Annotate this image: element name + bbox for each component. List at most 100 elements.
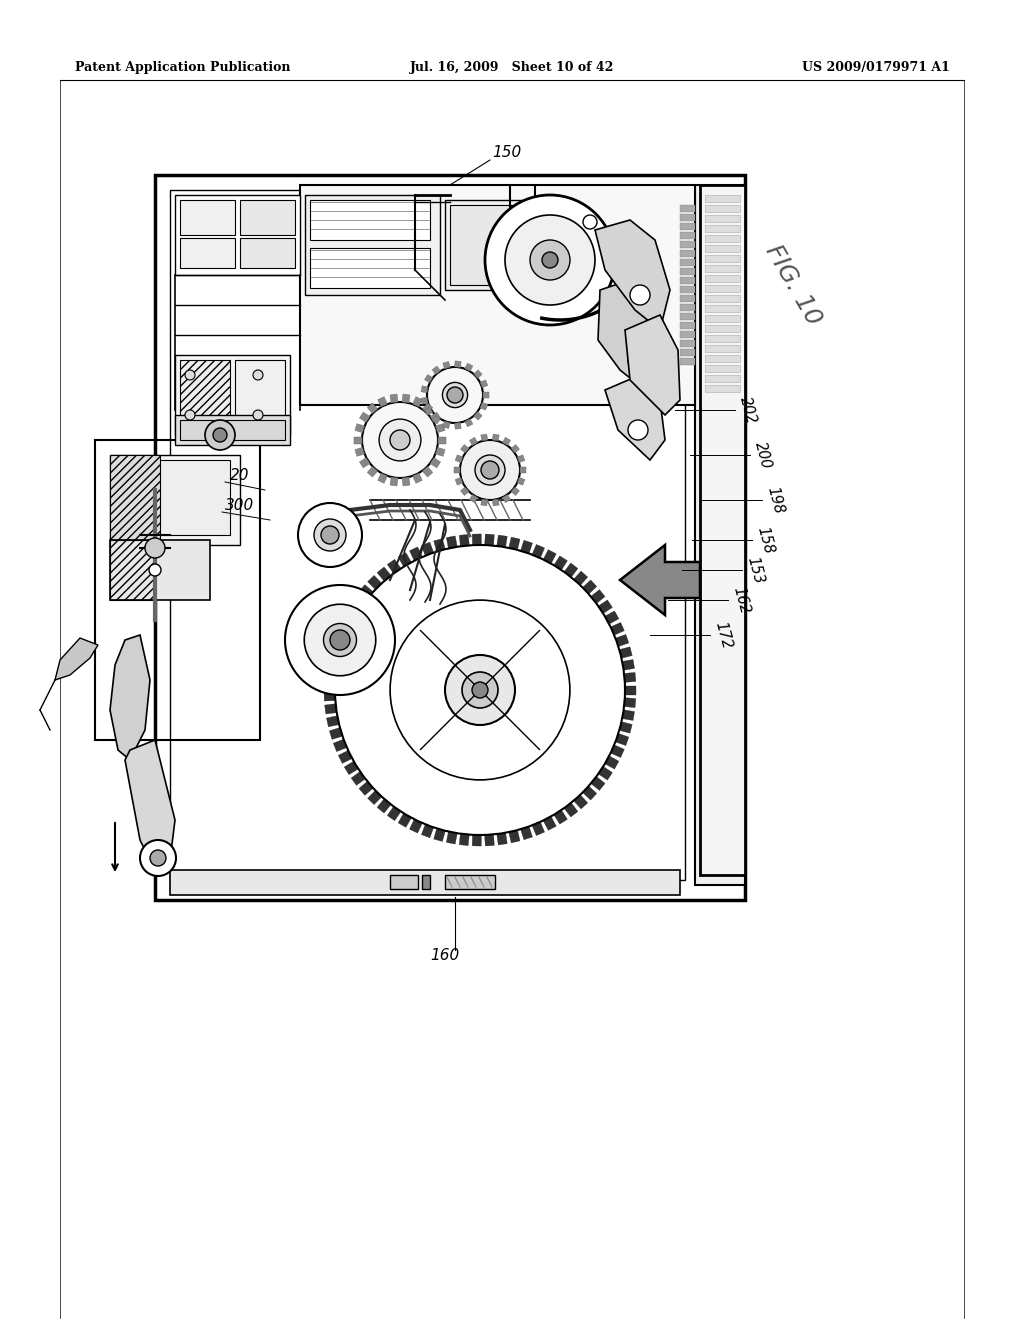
Bar <box>705 355 740 362</box>
Text: 300: 300 <box>225 498 254 513</box>
Bar <box>680 358 695 366</box>
Text: US 2009/0179971 A1: US 2009/0179971 A1 <box>802 62 950 74</box>
Polygon shape <box>573 795 588 809</box>
Circle shape <box>505 215 595 305</box>
Polygon shape <box>465 418 473 426</box>
Polygon shape <box>493 499 500 506</box>
Text: 202: 202 <box>737 395 759 425</box>
Bar <box>705 294 740 302</box>
Polygon shape <box>442 362 451 368</box>
Bar <box>110 455 160 545</box>
Text: Jul. 16, 2009   Sheet 10 of 42: Jul. 16, 2009 Sheet 10 of 42 <box>410 62 614 74</box>
Polygon shape <box>368 403 378 413</box>
Text: 153: 153 <box>744 554 766 585</box>
Bar <box>705 345 740 352</box>
Bar <box>705 215 740 222</box>
Polygon shape <box>351 595 366 609</box>
Polygon shape <box>461 487 469 495</box>
Polygon shape <box>474 412 482 420</box>
Circle shape <box>481 461 499 479</box>
Polygon shape <box>623 710 635 721</box>
Polygon shape <box>325 667 337 676</box>
Polygon shape <box>432 416 440 424</box>
Polygon shape <box>598 599 612 614</box>
Polygon shape <box>455 422 461 429</box>
Polygon shape <box>327 653 339 664</box>
Polygon shape <box>520 467 526 473</box>
Polygon shape <box>359 412 370 422</box>
Polygon shape <box>55 638 98 680</box>
Polygon shape <box>591 776 605 791</box>
Polygon shape <box>620 647 632 659</box>
Circle shape <box>145 539 165 558</box>
Polygon shape <box>598 280 660 389</box>
Polygon shape <box>481 499 487 506</box>
Text: Patent Application Publication: Patent Application Publication <box>75 62 291 74</box>
Bar <box>680 277 695 284</box>
Circle shape <box>362 403 438 478</box>
Polygon shape <box>610 623 625 635</box>
Polygon shape <box>591 590 605 603</box>
Polygon shape <box>610 744 625 758</box>
Bar <box>705 325 740 333</box>
Polygon shape <box>503 437 511 446</box>
Polygon shape <box>430 412 440 422</box>
Circle shape <box>460 440 520 500</box>
Polygon shape <box>543 816 556 830</box>
Polygon shape <box>472 834 481 846</box>
Polygon shape <box>509 830 520 843</box>
Bar <box>180 360 230 430</box>
Polygon shape <box>554 810 567 824</box>
Polygon shape <box>605 375 665 459</box>
Circle shape <box>150 564 161 576</box>
Circle shape <box>185 370 195 380</box>
Polygon shape <box>359 458 370 467</box>
Polygon shape <box>435 424 445 433</box>
Bar <box>390 875 418 888</box>
Text: 172: 172 <box>712 619 733 651</box>
Polygon shape <box>465 363 473 371</box>
Circle shape <box>485 195 615 325</box>
Polygon shape <box>125 741 175 870</box>
Polygon shape <box>583 579 597 594</box>
Text: 158: 158 <box>754 524 775 556</box>
Circle shape <box>628 348 652 372</box>
Circle shape <box>140 840 176 876</box>
Polygon shape <box>455 478 463 486</box>
Polygon shape <box>446 832 458 843</box>
Bar <box>705 285 740 292</box>
Polygon shape <box>425 407 433 416</box>
Bar <box>422 875 430 888</box>
Bar <box>175 355 290 436</box>
Bar <box>170 190 685 880</box>
Circle shape <box>285 585 395 696</box>
Polygon shape <box>410 546 422 561</box>
Bar <box>705 315 740 322</box>
Circle shape <box>390 430 410 450</box>
Bar <box>240 238 295 268</box>
Polygon shape <box>442 421 451 429</box>
Circle shape <box>472 682 488 698</box>
Polygon shape <box>480 403 487 411</box>
Polygon shape <box>625 315 680 414</box>
Polygon shape <box>355 424 365 433</box>
Circle shape <box>150 850 166 866</box>
Circle shape <box>185 411 195 420</box>
Bar <box>695 185 745 884</box>
Bar <box>234 360 285 430</box>
Polygon shape <box>517 455 525 462</box>
Polygon shape <box>511 487 519 495</box>
Text: FIG. 10: FIG. 10 <box>761 240 825 330</box>
Polygon shape <box>324 678 335 689</box>
Bar <box>705 195 740 202</box>
Bar <box>180 420 285 440</box>
Polygon shape <box>398 813 412 828</box>
Circle shape <box>213 428 227 442</box>
Polygon shape <box>344 762 358 775</box>
Polygon shape <box>509 537 520 550</box>
Circle shape <box>427 367 483 422</box>
Bar <box>450 205 520 285</box>
Polygon shape <box>564 564 578 577</box>
Polygon shape <box>327 715 339 727</box>
Circle shape <box>447 387 463 403</box>
